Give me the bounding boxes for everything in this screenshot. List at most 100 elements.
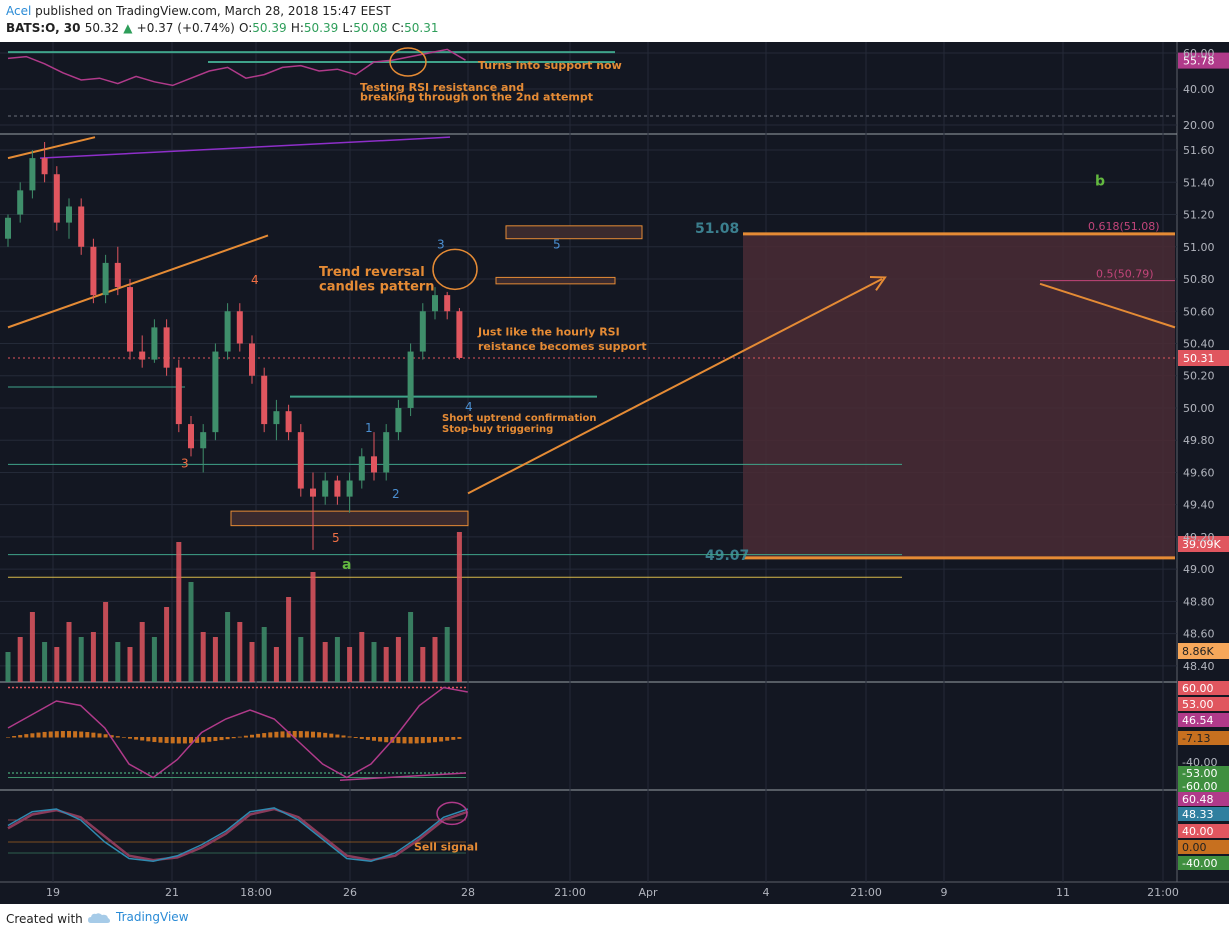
osc-histogram-bar [439, 737, 444, 742]
price-tick-label: 50.80 [1183, 273, 1215, 286]
osc-histogram-bar [97, 733, 102, 738]
demand-box [230, 510, 469, 527]
osc-line [7, 686, 468, 779]
osc-value-tag-label: 53.00 [1182, 698, 1214, 711]
rsi-tick-label: 20.00 [1183, 119, 1215, 132]
time-tick-label: 26 [343, 886, 357, 899]
trend-line [7, 234, 269, 329]
chart-canvas[interactable]: Turns into support now Testing RSI resist… [0, 42, 1229, 904]
volume-bar [90, 632, 96, 682]
projection-arrow [467, 278, 883, 495]
osc-value-tag [1178, 779, 1229, 793]
volume-bar [237, 622, 243, 682]
footer: Created with TradingView [0, 904, 1229, 937]
target-box [505, 225, 643, 240]
candle-body [419, 311, 426, 352]
osc-histogram-bar [189, 737, 193, 744]
volume-bar [310, 572, 316, 682]
osc-histogram-bar [195, 737, 200, 743]
tradingview-brand-link[interactable]: TradingView [88, 910, 189, 924]
candle-body [66, 206, 72, 223]
volume-avg-tag [1178, 643, 1229, 659]
close-label: C: [391, 21, 405, 35]
osc-histogram-bar [408, 737, 413, 744]
symbol-info: BATS:O, 30 50.32 ▲ +0.37 (+0.74%) O:50.3… [6, 21, 439, 35]
price-tick-label: 51.00 [1183, 241, 1215, 254]
wave-label-blue: 5 [553, 237, 561, 251]
osc-histogram-bar [256, 733, 261, 738]
volume-bar [5, 652, 11, 682]
volume-bar [383, 647, 389, 682]
price-tick-label: 48.40 [1183, 660, 1215, 673]
candle-body [371, 456, 377, 473]
osc-histogram-bar [54, 731, 59, 738]
osc-histogram-bar [433, 737, 437, 743]
osc-histogram-bar [73, 731, 78, 738]
tradingview-cloud-icon [88, 912, 110, 923]
candle-body [224, 311, 231, 352]
osc-histogram-bar [140, 737, 145, 741]
volume-bar [151, 637, 157, 682]
stoch-value-tag-label: 0.00 [1182, 841, 1207, 854]
candle-body [261, 375, 268, 425]
osc-value-tag [1178, 766, 1229, 780]
time-tick-label: 21:00 [554, 886, 586, 899]
time-axis[interactable]: 19 21 18:00 26 28 21:00 Apr 4 21:00 9 11 21:00 [46, 886, 1179, 899]
target-box [495, 276, 616, 285]
candle-body [310, 488, 316, 497]
candle-body [249, 343, 255, 376]
author-link[interactable]: Acel [6, 4, 32, 18]
candle-body [285, 411, 292, 433]
osc-histogram-bar [353, 737, 358, 738]
change-arrow-icon: ▲ [123, 21, 133, 35]
candle-body [127, 287, 133, 352]
volume-bar [66, 622, 72, 682]
price-tick-label: 49.40 [1183, 499, 1215, 512]
osc-histogram-bar [311, 731, 315, 738]
candle-body [78, 206, 85, 247]
osc-histogram-bar [207, 737, 212, 742]
osc-histogram-bar [274, 731, 279, 738]
osc-histogram-bar [457, 737, 462, 739]
volume-bar [139, 622, 145, 682]
volume-bar [127, 647, 133, 682]
candle-body [163, 327, 170, 368]
wave-label-orange: 3 [181, 457, 189, 471]
osc-histogram-bar [286, 731, 291, 738]
open-value: 50.39 [252, 21, 287, 35]
stoch-value-tag-label: -40.00 [1182, 857, 1217, 870]
price-tick-label: 49.60 [1183, 466, 1215, 479]
tradingview-brand-text: TradingView [116, 910, 189, 924]
price-tick-label: 51.20 [1183, 209, 1215, 222]
fib-label-0-5: 0.5(50.79) [1096, 268, 1154, 281]
last-price-tag [1178, 350, 1229, 366]
volume-bar [17, 637, 23, 682]
price-tick-label: 51.40 [1183, 176, 1215, 189]
price-tick-label: 49.00 [1183, 563, 1215, 576]
osc-histogram-bar [402, 737, 407, 744]
osc-histogram-bar [146, 737, 151, 742]
price-annotation: Stop-buy triggering [442, 424, 553, 435]
volume-value-tag [1178, 536, 1229, 552]
volume-bar [29, 612, 35, 682]
low-label: L: [342, 21, 354, 35]
osc-histogram-bar [42, 731, 47, 738]
time-tick-label: 21 [165, 886, 179, 899]
stochastic-pane: Sell signal 60.48 48.33 40.00 0.00 -40.00 [7, 792, 1229, 870]
reversal-highlight [432, 248, 478, 291]
candle-body [114, 262, 121, 288]
osc-histogram-bar [268, 732, 273, 738]
osc-value-tag [1178, 697, 1229, 711]
axis-labels: 51.60 51.40 51.20 51.00 50.80 50.60 50.40 50.20… [1183, 47, 1215, 673]
osc-histogram-bar [18, 735, 23, 738]
candle-body [5, 217, 11, 239]
osc-histogram-bar [359, 737, 364, 739]
high-value: 50.39 [303, 21, 339, 35]
price-tick-label: 50.00 [1183, 402, 1215, 415]
volume-bar [42, 642, 48, 682]
osc-histogram-bar [372, 737, 376, 741]
trend-line [39, 136, 451, 159]
volume-bar [249, 642, 255, 682]
osc-histogram-bar [36, 732, 41, 738]
osc-divergence-line [339, 772, 467, 781]
